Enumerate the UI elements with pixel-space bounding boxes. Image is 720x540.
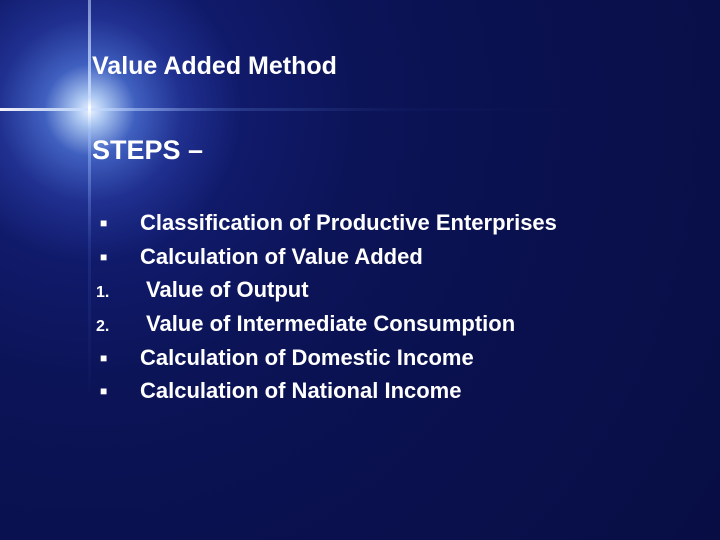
list-item: ■ Calculation of Value Added xyxy=(92,242,660,272)
bullet-square-icon: ■ xyxy=(92,384,140,398)
bullet-square-icon: ■ xyxy=(92,351,140,365)
bullet-list: ■ Classification of Productive Enterpris… xyxy=(92,208,660,406)
bullet-number: 2. xyxy=(92,318,140,336)
slide-subtitle: STEPS – xyxy=(92,135,660,166)
list-item-text: Value of Intermediate Consumption xyxy=(140,309,515,339)
list-item: ■ Calculation of National Income xyxy=(92,376,660,406)
bullet-number: 1. xyxy=(92,284,140,302)
list-item-text: Calculation of Value Added xyxy=(140,242,423,272)
list-item: ■ Calculation of Domestic Income xyxy=(92,343,660,373)
list-item-text: Value of Output xyxy=(140,275,309,305)
bullet-square-icon: ■ xyxy=(92,250,140,264)
list-item: ■ Classification of Productive Enterpris… xyxy=(92,208,660,238)
list-item: 1. Value of Output xyxy=(92,275,660,305)
bullet-square-icon: ■ xyxy=(92,216,140,230)
list-item-text: Calculation of National Income xyxy=(140,376,461,406)
slide-container: Value Added Method STEPS – ■ Classificat… xyxy=(0,0,720,540)
list-item-text: Classification of Productive Enterprises xyxy=(140,208,557,238)
slide-title: Value Added Method xyxy=(92,52,660,81)
list-item: 2. Value of Intermediate Consumption xyxy=(92,309,660,339)
list-item-text: Calculation of Domestic Income xyxy=(140,343,474,373)
